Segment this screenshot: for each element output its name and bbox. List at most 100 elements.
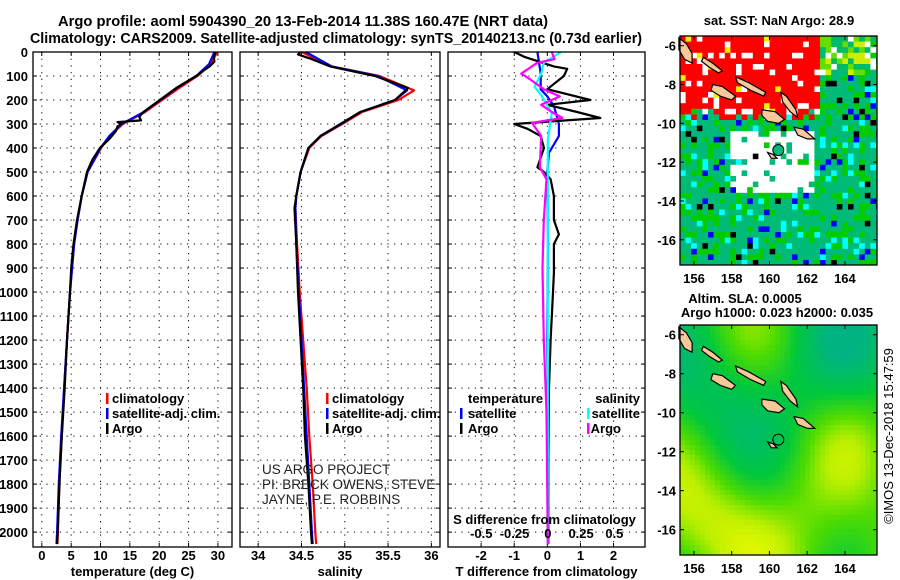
map-cell — [845, 480, 851, 486]
map-cell — [775, 136, 782, 143]
map-cell — [785, 460, 791, 466]
map-cell — [752, 176, 759, 182]
map-cell — [808, 69, 815, 76]
map-cell — [775, 505, 781, 511]
map-cell — [835, 380, 841, 386]
map-cell — [691, 192, 698, 199]
map-cell — [840, 525, 846, 531]
map-cell — [690, 355, 696, 361]
map-cell — [848, 58, 854, 65]
map-cell — [815, 415, 821, 421]
map-cell — [803, 192, 810, 199]
map-cell — [835, 330, 841, 336]
map-cell — [758, 243, 765, 250]
map-cell — [780, 243, 787, 250]
map-cell — [830, 355, 836, 361]
map-cell — [845, 410, 851, 416]
map-cell — [719, 153, 726, 160]
map-cell — [875, 530, 878, 536]
map-cell — [719, 159, 726, 166]
map-cell — [859, 209, 866, 216]
map-cell — [775, 153, 782, 160]
map-cell — [745, 500, 751, 506]
y-tick-label: 700 — [6, 213, 28, 228]
map-cell — [830, 415, 836, 421]
map-cell — [875, 505, 878, 511]
island-landmass — [734, 75, 767, 97]
map-cell — [800, 450, 806, 456]
map-cell — [775, 97, 782, 104]
map-cell — [820, 505, 826, 511]
map-cell — [848, 131, 854, 138]
map-cell — [845, 330, 851, 336]
map-cell — [764, 36, 770, 42]
map-cell — [840, 540, 846, 546]
map-cell — [736, 103, 742, 110]
map-cell — [730, 148, 737, 154]
map-cell — [710, 485, 716, 491]
map-cell — [790, 450, 796, 456]
map-cell — [842, 181, 849, 188]
map-cell — [780, 108, 787, 115]
map-cell — [769, 164, 776, 171]
map-cell — [760, 515, 766, 521]
map-cell — [720, 470, 726, 476]
map-cell — [830, 440, 836, 446]
map-cell — [735, 475, 741, 481]
map-cell — [758, 198, 765, 205]
map-cell — [691, 86, 698, 93]
map-cell — [724, 237, 731, 244]
y-tick-label: 800 — [6, 237, 28, 252]
map-cell — [735, 530, 741, 536]
map-cell — [864, 58, 871, 65]
map-cell — [750, 445, 756, 451]
map-cell — [860, 530, 866, 536]
map-cell — [740, 365, 746, 371]
map-cell — [840, 340, 846, 346]
map-cell — [840, 435, 846, 441]
map-cell — [848, 69, 854, 76]
map-cell — [735, 510, 741, 516]
map-cell — [780, 237, 787, 244]
profile-plots: 0 5 10 15 20 25 300100200300400500600700800900… — [0, 45, 646, 579]
map-cell — [820, 355, 826, 361]
map-cell — [814, 108, 821, 115]
map-cell — [792, 64, 798, 70]
map-cell — [850, 425, 856, 431]
map-cell — [745, 335, 751, 341]
map-cell — [741, 120, 748, 126]
map-cell — [755, 460, 761, 466]
map-cell — [752, 226, 759, 233]
map-cell — [795, 380, 801, 386]
map-cell — [800, 540, 806, 546]
map-cell — [820, 80, 826, 87]
map-cell — [750, 370, 756, 376]
map-cell — [760, 405, 766, 411]
map-cell — [713, 47, 720, 54]
map-cell — [740, 425, 746, 431]
map-cell — [820, 187, 826, 194]
map-cell — [730, 215, 737, 222]
map-cell — [825, 395, 831, 401]
map-cell — [870, 420, 876, 426]
map-cell — [815, 330, 821, 336]
map-cell — [785, 480, 791, 486]
map-cell — [825, 103, 832, 110]
map-cell — [855, 535, 861, 541]
map-cell — [715, 420, 721, 426]
map-cell — [720, 545, 726, 551]
map-cell — [700, 340, 706, 346]
map-cell — [790, 540, 796, 546]
map-cell — [870, 385, 876, 391]
map-cell — [736, 153, 742, 160]
map-cell — [740, 360, 746, 366]
map-cell — [745, 385, 751, 391]
map-cell — [800, 360, 806, 366]
map-cell — [708, 209, 714, 216]
map-cell — [758, 36, 765, 42]
map-cell — [752, 148, 759, 154]
map-cell — [690, 495, 696, 501]
map-cell — [720, 405, 726, 411]
map-cell — [685, 75, 692, 82]
map-cell — [831, 237, 838, 244]
